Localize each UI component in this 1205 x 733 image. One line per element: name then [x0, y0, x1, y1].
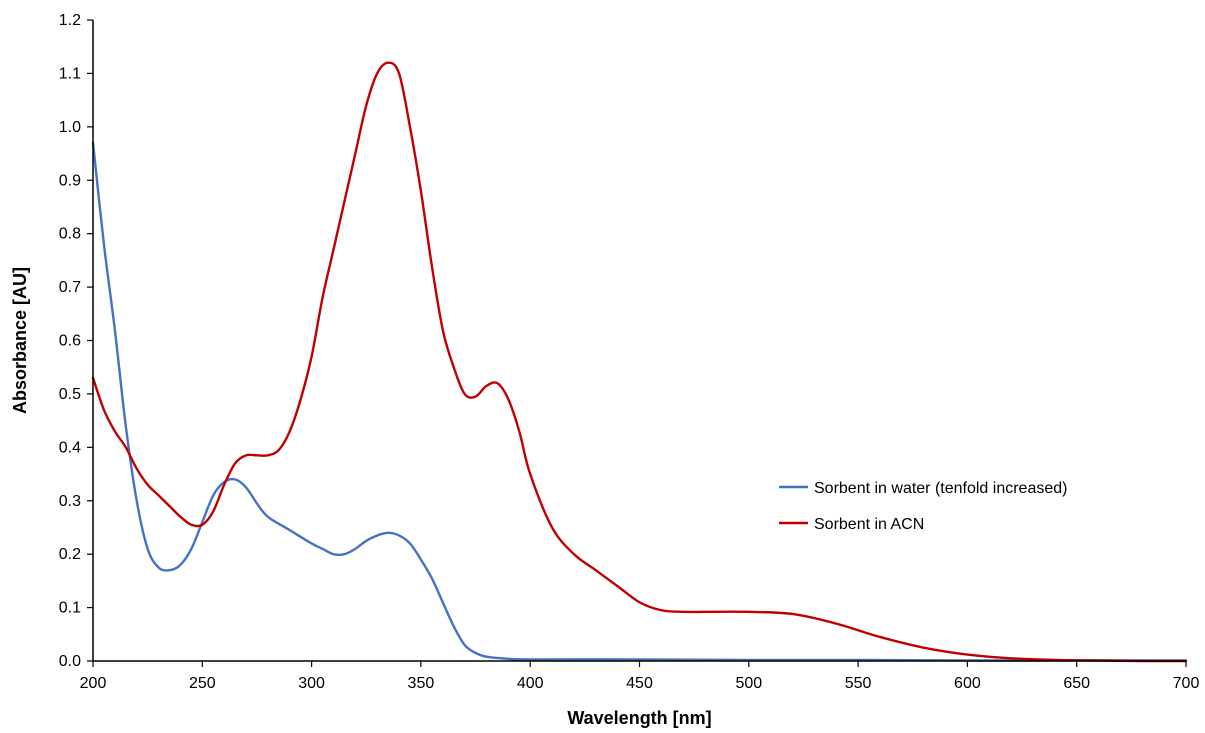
y-axis-title: Absorbance [AU] — [10, 267, 30, 414]
y-tick-label: 1.2 — [59, 12, 81, 29]
y-tick-label: 0.3 — [59, 493, 81, 510]
x-axis-title: Wavelength [nm] — [567, 708, 711, 728]
y-tick-label: 1.1 — [59, 65, 81, 82]
x-tick-label: 600 — [954, 675, 981, 692]
y-tick-label: 0.6 — [59, 333, 81, 350]
y-tick-label: 1.0 — [59, 119, 81, 136]
series-line-water — [91, 141, 1188, 662]
x-tick-label: 300 — [298, 675, 325, 692]
legend-label-acn: Sorbent in ACN — [814, 516, 924, 533]
y-tick-label: 0.2 — [59, 546, 81, 563]
x-tick-label: 450 — [626, 675, 653, 692]
y-tick-label: 0.1 — [59, 600, 81, 617]
plot-lines — [91, 61, 1188, 663]
x-tick-label: 500 — [735, 675, 762, 692]
x-tick-label: 700 — [1173, 675, 1200, 692]
y-tick-label: 0.5 — [59, 386, 81, 403]
y-tick-label: 0.9 — [59, 172, 81, 189]
legend: Sorbent in water (tenfold increased) Sor… — [779, 480, 1067, 533]
y-tick-label: 0.8 — [59, 226, 81, 243]
legend-label-water: Sorbent in water (tenfold increased) — [814, 480, 1067, 497]
x-tick-label: 550 — [845, 675, 872, 692]
x-axis-ticks: 200 250 300 350 400 450 500 550 600 650 700 — [80, 661, 1200, 692]
x-tick-label: 200 — [80, 675, 107, 692]
y-axis-ticks: 0.0 0.1 0.2 0.3 0.4 0.5 0.6 0.7 0.8 0.9 1.0 1.1 1.2 — [59, 12, 93, 670]
x-tick-label: 650 — [1063, 675, 1090, 692]
series-line-acn — [91, 61, 1188, 663]
x-tick-label: 350 — [408, 675, 435, 692]
y-tick-label: 0.0 — [59, 653, 81, 670]
y-tick-label: 0.7 — [59, 279, 81, 296]
x-tick-label: 250 — [189, 675, 216, 692]
x-tick-label: 400 — [517, 675, 544, 692]
y-tick-label: 0.4 — [59, 439, 81, 456]
